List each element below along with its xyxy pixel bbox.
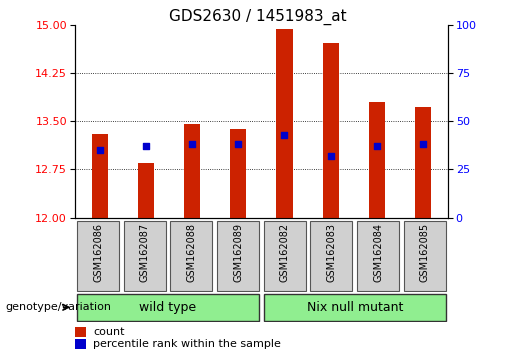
Text: GSM162087: GSM162087 — [140, 223, 150, 282]
Bar — [92, 134, 108, 218]
Bar — [75, 339, 86, 349]
Text: GDS2630 / 1451983_at: GDS2630 / 1451983_at — [169, 9, 346, 25]
Text: genotype/variation: genotype/variation — [5, 302, 111, 312]
Bar — [264, 221, 306, 291]
Point — [327, 153, 335, 159]
Text: wild type: wild type — [140, 301, 197, 314]
Text: GSM162084: GSM162084 — [373, 223, 383, 282]
Bar — [415, 107, 431, 218]
Bar — [77, 293, 259, 321]
Bar — [184, 125, 200, 218]
Text: GSM162089: GSM162089 — [233, 223, 243, 282]
Bar — [404, 221, 445, 291]
Bar — [357, 221, 399, 291]
Bar — [124, 221, 166, 291]
Text: GSM162083: GSM162083 — [327, 223, 336, 282]
Bar — [170, 221, 212, 291]
Point — [234, 142, 243, 147]
Text: GSM162086: GSM162086 — [93, 223, 103, 282]
Point — [373, 143, 381, 149]
Bar — [217, 221, 259, 291]
Bar — [311, 221, 352, 291]
Bar — [264, 293, 445, 321]
Bar — [230, 129, 246, 218]
Bar — [369, 102, 385, 218]
Text: GSM162085: GSM162085 — [420, 223, 430, 282]
Point — [419, 142, 427, 147]
Point — [280, 132, 288, 138]
Text: percentile rank within the sample: percentile rank within the sample — [93, 339, 281, 349]
Bar — [138, 163, 154, 218]
Text: Nix null mutant: Nix null mutant — [306, 301, 403, 314]
Point — [188, 142, 196, 147]
Bar — [277, 29, 293, 218]
Text: GSM162088: GSM162088 — [186, 223, 196, 282]
Point — [142, 143, 150, 149]
Bar — [75, 327, 86, 337]
Bar — [77, 221, 119, 291]
Bar — [322, 43, 339, 218]
Text: GSM162082: GSM162082 — [280, 223, 290, 282]
Text: count: count — [93, 327, 125, 337]
Point — [96, 147, 104, 153]
